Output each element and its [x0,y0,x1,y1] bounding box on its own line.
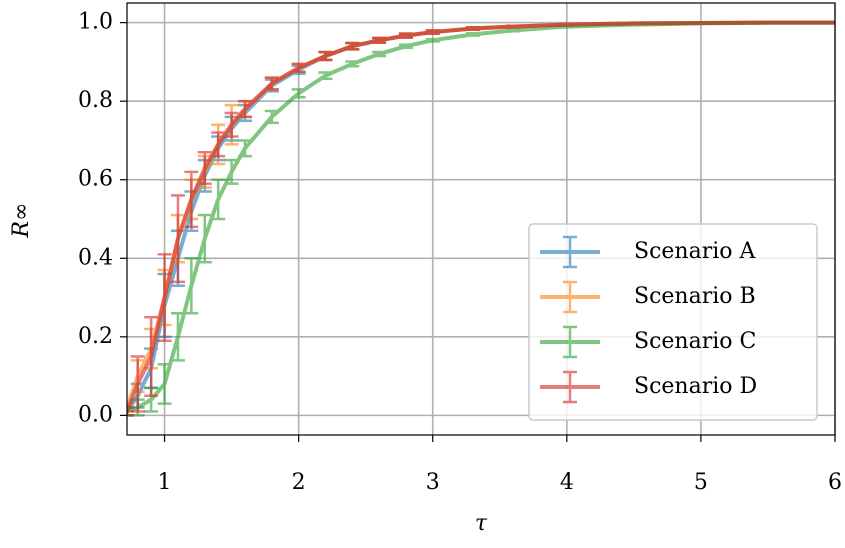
x-tick-label: 3 [426,470,440,495]
error-bar [170,312,185,362]
legend-handle [540,325,600,359]
error-bar [127,406,134,417]
legend-handle [540,280,600,314]
error-bar [170,194,185,284]
error-bar [238,99,252,119]
error-bar [197,150,212,185]
error-bar [398,32,413,39]
error-bar [398,43,413,50]
error-bar [345,41,360,51]
x-tick-label: 1 [158,470,172,495]
legend-label: Scenario B [634,284,756,309]
legend-handle [540,370,600,404]
plot-frame [126,2,836,436]
error-bar [211,131,226,158]
error-bar [184,170,199,229]
x-tick-label: 4 [560,470,574,495]
error-bar [291,88,306,99]
series-line [127,20,835,413]
error-bar [224,111,239,138]
error-bar [264,76,279,91]
error-bar [559,22,574,27]
error-bar [211,178,226,221]
y-tick-label: 0.8 [78,88,113,113]
y-tick-label: 0.4 [78,245,113,270]
error-bar [130,355,145,413]
error-bar [238,139,252,158]
error-bar [465,26,480,31]
error-bar [506,24,521,29]
error-bar [318,50,333,62]
legend-label: Scenario C [634,329,756,354]
y-tick-label: 0.6 [78,167,113,192]
y-tick-label: 0.0 [78,402,113,427]
error-bar [506,28,521,33]
error-bar [144,315,159,397]
error-bar [425,37,440,43]
plot-area [127,20,835,417]
x-tick-label: 6 [828,470,842,495]
y-axis-label: R∞ [9,203,34,239]
x-tick-label: 2 [292,470,306,495]
error-bar [318,71,333,81]
legend-label: Scenario A [634,239,756,264]
legend-box [528,223,818,421]
series [127,20,835,417]
error-bar [626,21,641,26]
y-tick-label: 0.2 [78,324,113,349]
legend: Scenario A Scenario B Scenario C Scenario D [528,223,818,421]
error-bar [264,109,279,125]
error-bar [425,29,440,35]
error-bar [157,253,172,342]
error-bar [291,62,306,73]
error-bar [372,36,387,44]
error-bar [693,21,708,25]
legend-label: Scenario D [634,374,757,399]
error-bar [157,363,172,405]
error-bar [345,60,360,68]
error-bar [224,158,239,185]
error-bar [197,213,212,264]
error-bar [184,257,199,315]
error-bar [372,50,387,58]
x-axis-label: τ [475,511,488,536]
legend-handle [540,235,600,269]
x-tick-label: 5 [694,470,708,495]
y-tick-label: 1.0 [78,10,113,35]
error-bar [465,31,480,37]
